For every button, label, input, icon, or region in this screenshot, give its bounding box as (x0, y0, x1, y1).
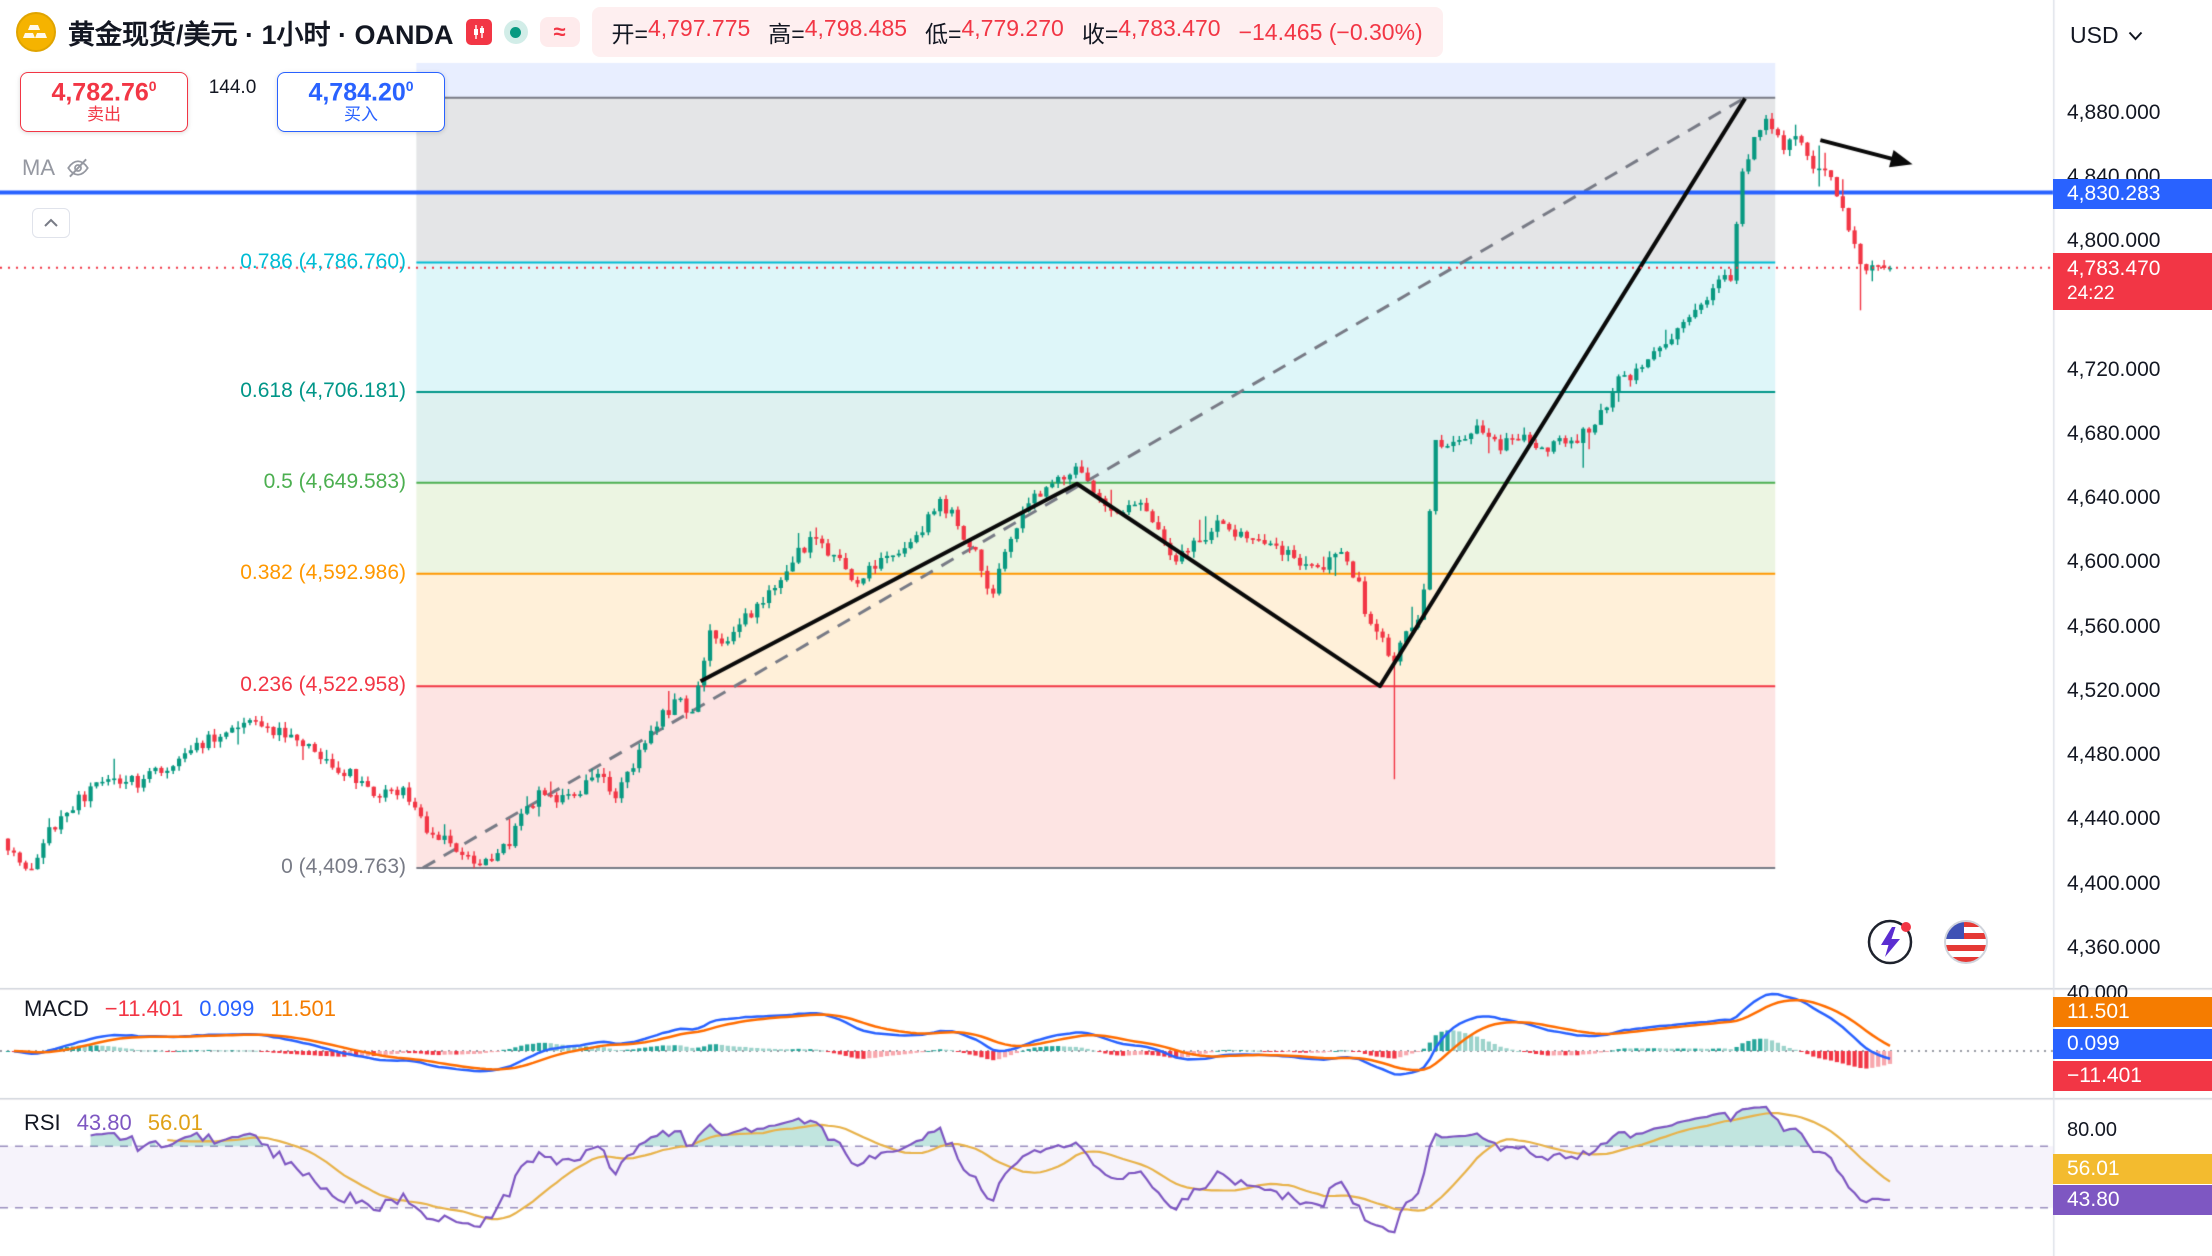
macd-hist-label: −11.401 (2053, 1061, 2212, 1091)
macd-legend[interactable]: MACD −11.401 0.099 11.501 (24, 996, 336, 1022)
open-value: 4,797.775 (647, 15, 751, 41)
fib-level-label: 0.618 (4,706.181) (240, 378, 406, 402)
symbol-logo[interactable] (16, 12, 56, 52)
chevron-up-icon (44, 218, 58, 227)
low-value: 4,779.270 (961, 15, 1064, 41)
low-label: 低= (925, 21, 962, 47)
sell-price: 4,782.76 (51, 77, 149, 106)
fib-level-label: 0 (4,409.763) (281, 854, 406, 878)
last-price-label: 4,783.470 24:22 (2053, 252, 2212, 310)
ma-label: MA (22, 155, 55, 180)
last-price-value: 4,783.470 (2067, 256, 2161, 280)
price-axis-tick: 4,400.000 (2067, 871, 2161, 895)
rsi-value-label: 43.80 (2053, 1184, 2212, 1215)
price-axis-tick: 4,560.000 (2067, 614, 2161, 638)
currency-label: USD (2070, 22, 2119, 48)
order-panel: 4,782.760 卖出 144.0 4,784.200 买入 (20, 72, 445, 132)
price-axis-tick: 4,600.000 (2067, 550, 2161, 574)
open-label: 开= (611, 21, 648, 47)
rsi-ma-label: 56.01 (2053, 1153, 2212, 1184)
buy-price-fraction: 0 (405, 77, 414, 94)
price-axis-tick: 4,520.000 (2067, 678, 2161, 702)
macd-signal-label: 11.501 (2053, 997, 2212, 1027)
sell-price-fraction: 0 (148, 77, 157, 94)
fib-level-label: 0.382 (4,592.986) (240, 560, 406, 584)
sell-button[interactable]: 4,782.760 卖出 (20, 72, 188, 132)
macd-line-value: 0.099 (199, 996, 255, 1021)
ma-indicator-legend[interactable]: MA (22, 155, 91, 181)
price-axis-tick: 4,480.000 (2067, 743, 2161, 767)
price-axis-tick: 4,800.000 (2067, 229, 2161, 253)
chart-header: 黄金现货/美元 · 1小时 · OANDA ≈ 开= 4,797.775 高= 4,… (16, 7, 1443, 57)
approx-price-icon: ≈ (539, 17, 580, 47)
fib-level-label: 0.236 (4,522.958) (240, 673, 406, 697)
symbol-title[interactable]: 黄金现货/美元 · 1小时 · OANDA (68, 19, 454, 50)
price-axis-tick: 4,880.000 (2067, 100, 2161, 124)
price-axis-tick: 4,360.000 (2067, 935, 2161, 959)
close-value: 4,783.470 (1118, 15, 1221, 41)
price-axis-tick: 4,640.000 (2067, 486, 2161, 510)
lightning-icon[interactable] (1866, 918, 1914, 966)
rsi-legend[interactable]: RSI 43.80 56.01 (24, 1110, 203, 1136)
chevron-down-icon (2128, 31, 2142, 40)
change-value: −14.465 (−0.30%) (1238, 18, 1423, 45)
rsi-title: RSI (24, 1110, 61, 1135)
currency-selector[interactable]: USD (2070, 22, 2143, 49)
pane-collapse-button[interactable] (32, 208, 70, 238)
buy-price: 4,784.20 (308, 77, 406, 106)
high-value: 4,798.485 (804, 15, 908, 41)
approx-symbol: ≈ (553, 19, 566, 44)
rsi-axis-tick: 80.00 (2067, 1119, 2118, 1141)
spread-value: 144.0 (208, 77, 257, 98)
quick-actions (1866, 918, 1990, 966)
ohlc-readout: 开= 4,797.775 高= 4,798.485 低= 4,779.270 收= 4,… (591, 7, 1443, 57)
market-status-icon[interactable] (503, 20, 528, 44)
close-label: 收= (1081, 21, 1119, 47)
ma-price-label: 4,830.283 (2053, 178, 2212, 209)
macd-value-label: 0.099 (2053, 1029, 2212, 1059)
sell-label: 卖出 (87, 105, 121, 125)
high-label: 高= (768, 21, 805, 47)
macd-signal-value: 11.501 (270, 996, 337, 1021)
bar-countdown: 24:22 (2067, 282, 2115, 304)
buy-label: 买入 (344, 105, 378, 125)
eye-slash-icon[interactable] (65, 155, 91, 181)
buy-button[interactable]: 4,784.200 买入 (277, 72, 445, 132)
price-axis-tick: 4,440.000 (2067, 807, 2161, 831)
macd-hist-value: −11.401 (104, 996, 184, 1021)
fib-level-label: 0.786 (4,786.760) (240, 249, 406, 273)
price-axis-tick: 4,720.000 (2067, 357, 2161, 381)
fib-level-label: 0.5 (4,649.583) (263, 469, 406, 493)
rsi-value: 43.80 (76, 1110, 132, 1135)
rsi-signal-value: 56.01 (147, 1110, 203, 1135)
us-session-flag-icon[interactable] (1942, 918, 1990, 966)
candlestick-marker-icon[interactable] (465, 19, 492, 45)
macd-title: MACD (24, 996, 89, 1021)
price-axis-tick: 4,680.000 (2067, 421, 2161, 445)
